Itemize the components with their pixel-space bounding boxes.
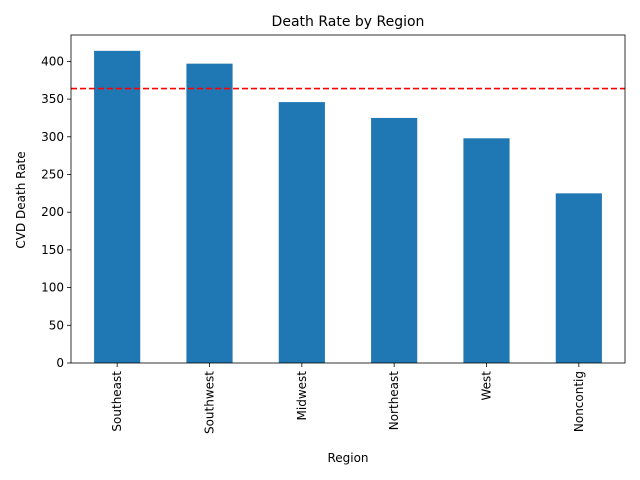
y-tick-label: 150 xyxy=(41,243,64,257)
y-axis-label: CVD Death Rate xyxy=(14,151,28,248)
x-tick-label: Noncontig xyxy=(572,371,586,432)
x-tick-label: Northeast xyxy=(387,371,401,431)
x-axis-label: Region xyxy=(327,451,368,465)
y-tick-label: 100 xyxy=(41,281,64,295)
y-tick-label: 400 xyxy=(41,54,64,68)
y-tick-label: 50 xyxy=(49,318,64,332)
chart-title: Death Rate by Region xyxy=(272,14,425,30)
bars-group xyxy=(94,50,602,364)
y-tick-label: 300 xyxy=(41,130,64,144)
y-axis: 0 50 100 150 200 250 300 350 400 xyxy=(41,54,71,370)
bar-northeast xyxy=(371,117,418,363)
bar-noncontig xyxy=(555,193,602,363)
y-tick-label: 250 xyxy=(41,167,64,181)
y-tick-label: 0 xyxy=(56,356,64,370)
y-tick-label: 350 xyxy=(41,92,64,106)
y-tick-label: 200 xyxy=(41,205,64,219)
x-axis: Southeast Southwest Midwest Northeast West No… xyxy=(110,363,586,434)
x-tick-label: Southwest xyxy=(203,371,217,434)
x-tick-label: Southeast xyxy=(110,371,124,432)
bar-west xyxy=(463,138,510,363)
bar-southeast xyxy=(94,50,141,364)
x-tick-label: Midwest xyxy=(295,371,309,421)
bar-midwest xyxy=(278,102,325,364)
plot-frame xyxy=(70,34,626,364)
bar-southwest xyxy=(186,63,233,364)
x-tick-label: West xyxy=(480,371,494,401)
